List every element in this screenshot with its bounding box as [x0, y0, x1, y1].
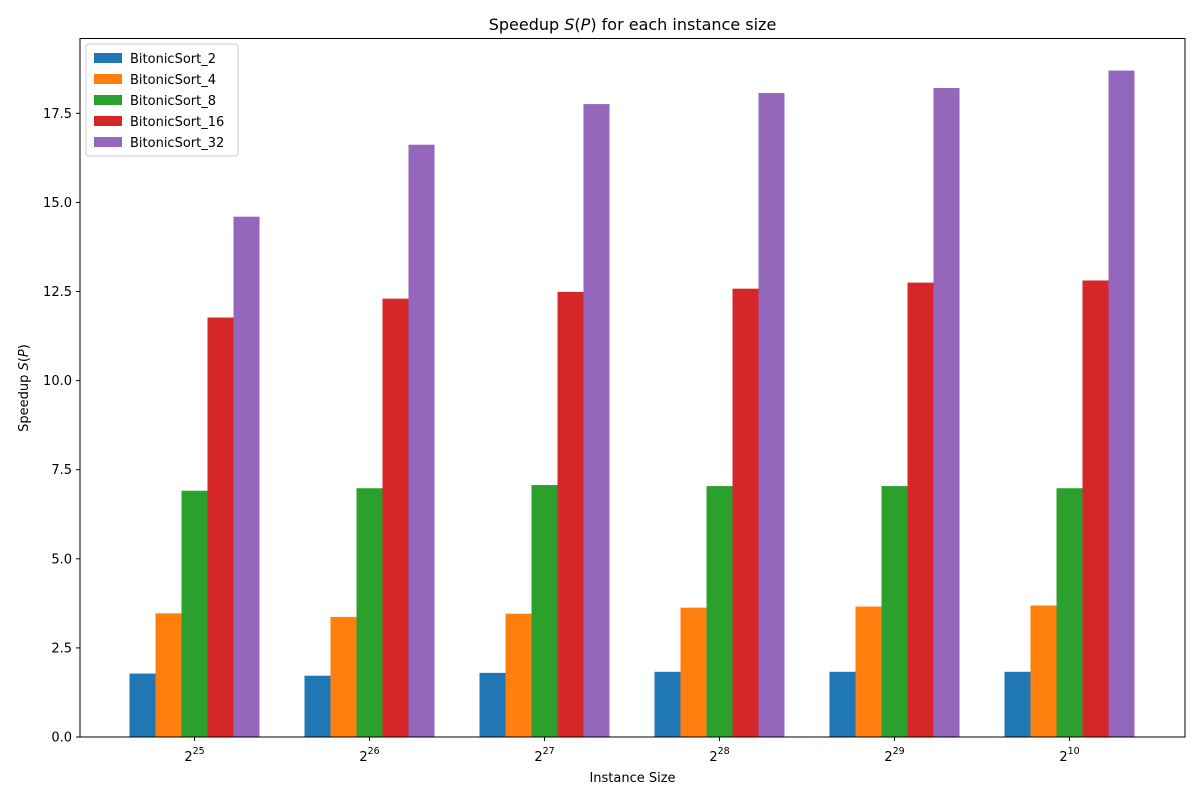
x-tick-label: 229	[884, 746, 904, 765]
bar-bitonicsort-32-cat-2	[583, 104, 610, 737]
bar-bitonicsort-4-cat-4	[855, 606, 882, 737]
bar-bitonicsort-4-cat-1	[330, 616, 357, 737]
y-tick-label: 12.5	[43, 285, 72, 300]
bar-bitonicsort-2-cat-1	[304, 675, 331, 737]
legend-swatch	[94, 74, 122, 84]
x-tick-base: 2	[884, 750, 892, 765]
bar-bitonicsort-2-cat-4	[829, 671, 856, 737]
bar-bitonicsort-8-cat-4	[881, 486, 908, 737]
bar-bitonicsort-8-cat-3	[706, 486, 733, 737]
x-tick-exponent: 25	[193, 746, 205, 757]
text-part: )	[17, 344, 32, 349]
bar-bitonicsort-2-cat-3	[654, 671, 681, 737]
bar-bitonicsort-32-cat-1	[408, 144, 435, 738]
x-tick-base: 2	[1059, 750, 1067, 765]
text-part: Speedup	[489, 15, 565, 34]
text-part: P	[17, 349, 32, 357]
x-tick-base: 2	[709, 750, 717, 765]
bar-bitonicsort-16-cat-3	[732, 288, 759, 737]
x-tick-exponent: 29	[893, 746, 905, 757]
text-part: (	[574, 15, 580, 34]
y-tick-label: 17.5	[43, 107, 72, 122]
x-tick-label: 225	[184, 746, 204, 765]
legend-swatch	[94, 53, 122, 63]
x-tick-label: 226	[359, 746, 379, 765]
bar-bitonicsort-32-cat-3	[758, 93, 785, 738]
legend-label: BitonicSort_8	[130, 94, 216, 109]
text-part: S	[564, 15, 574, 34]
x-tick-label: 227	[534, 746, 554, 765]
legend-label: BitonicSort_2	[130, 52, 216, 67]
x-tick-exponent: 10	[1068, 746, 1080, 757]
bar-bitonicsort-4-cat-0	[155, 613, 182, 737]
bar-bitonicsort-8-cat-5	[1056, 488, 1083, 737]
x-tick-exponent: 26	[368, 746, 380, 757]
bar-bitonicsort-32-cat-4	[933, 88, 960, 737]
bar-bitonicsort-8-cat-2	[531, 485, 558, 737]
legend: BitonicSort_2 BitonicSort_4 BitonicSort_8 B…	[85, 43, 239, 157]
x-tick-exponent: 27	[543, 746, 555, 757]
bar-bitonicsort-4-cat-2	[505, 613, 532, 737]
plot-frame	[79, 38, 1186, 738]
legend-label: BitonicSort_4	[130, 73, 216, 88]
legend-label: BitonicSort_32	[130, 136, 224, 151]
bar-bitonicsort-32-cat-5	[1108, 70, 1135, 738]
legend-box	[85, 43, 239, 157]
bar-bitonicsort-4-cat-5	[1030, 605, 1057, 737]
bar-bitonicsort-16-cat-0	[207, 317, 234, 737]
legend-swatch	[94, 116, 122, 126]
y-tick-label: 7.5	[51, 463, 72, 478]
y-tick-label: 0.0	[51, 731, 72, 746]
y-tick-label: 2.5	[51, 641, 72, 656]
x-tick-base: 2	[534, 750, 542, 765]
bar-bitonicsort-16-cat-1	[382, 298, 409, 737]
bar-bitonicsort-4-cat-3	[680, 607, 707, 737]
bar-bitonicsort-32-cat-0	[233, 216, 260, 737]
x-tick-label: 228	[709, 746, 729, 765]
text-part: S	[17, 362, 32, 370]
text-part: P	[581, 15, 591, 34]
x-tick-label: 210	[1059, 746, 1079, 765]
x-tick-exponent: 28	[718, 746, 730, 757]
text-part: ) for each instance size	[590, 15, 776, 34]
legend-swatch	[94, 95, 122, 105]
y-tick-label: 10.0	[43, 374, 72, 389]
chart-title: Speedup S(P) for each instance size	[489, 15, 777, 34]
bars-layer	[129, 70, 1135, 738]
bar-bitonicsort-8-cat-1	[356, 488, 383, 737]
legend-label: BitonicSort_16	[130, 115, 224, 130]
legend-swatch	[94, 137, 122, 147]
bar-bitonicsort-16-cat-2	[557, 291, 584, 737]
y-axis: 0.0 2.5 5.0 7.5 10.0 12.5 15.0 17.5	[43, 107, 80, 746]
x-axis: 225 226 227 228 229 210	[184, 737, 1080, 765]
bar-bitonicsort-8-cat-0	[181, 490, 208, 737]
text-part: (	[17, 357, 32, 362]
text-part: Speedup	[17, 370, 32, 431]
x-tick-base: 2	[359, 750, 367, 765]
bar-bitonicsort-16-cat-4	[907, 282, 934, 737]
bar-bitonicsort-2-cat-5	[1004, 671, 1031, 737]
bar-bitonicsort-2-cat-0	[129, 673, 156, 737]
x-axis-label: Instance Size	[589, 771, 675, 786]
y-tick-label: 5.0	[51, 552, 72, 567]
bar-bitonicsort-16-cat-5	[1082, 280, 1109, 737]
bar-bitonicsort-2-cat-2	[479, 672, 506, 737]
y-axis-label: Speedup S(P)	[17, 344, 32, 432]
x-tick-base: 2	[184, 750, 192, 765]
y-tick-label: 15.0	[43, 196, 72, 211]
